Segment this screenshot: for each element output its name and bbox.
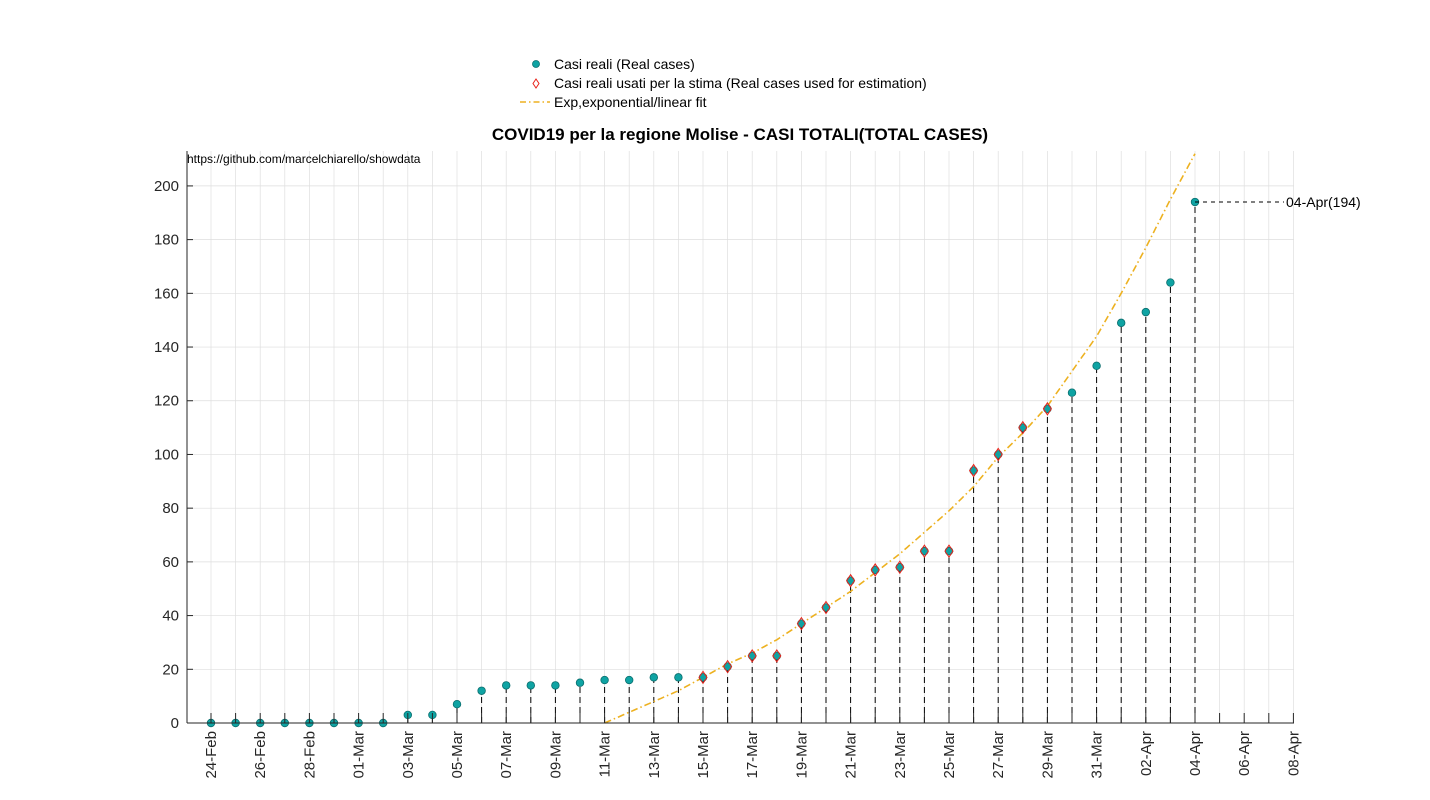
x-tick-label: 24-Feb	[203, 731, 220, 779]
x-tick-label: 21-Mar	[843, 731, 860, 779]
x-tick-label: 06-Apr	[1236, 731, 1253, 776]
y-tick-label: 180	[154, 232, 179, 249]
data-point	[1116, 318, 1126, 328]
annotation-label: 04-Apr(194)	[1286, 194, 1361, 210]
y-tick-label: 60	[162, 554, 179, 571]
legend-marker-circle	[532, 60, 540, 68]
estimation-point	[747, 648, 757, 663]
data-point	[674, 673, 683, 682]
data-point	[551, 681, 560, 690]
y-tick-label: 120	[154, 393, 179, 410]
y-tick-label: 80	[162, 500, 179, 517]
x-tick-label: 13-Mar	[646, 731, 663, 779]
x-tick-label: 28-Feb	[301, 731, 318, 779]
x-tick-label: 26-Feb	[252, 731, 269, 779]
axes: 0 20 40 60 80 100 120 140 160 180 200 24-Feb 26-Feb 2…	[154, 151, 1302, 779]
x-tick-label: 03-Mar	[400, 731, 417, 779]
data-point	[649, 673, 658, 682]
x-tick-label: 11-Mar	[597, 731, 614, 777]
estimation-points	[698, 401, 1053, 685]
x-tick-label: 17-Mar	[744, 731, 761, 779]
x-tick-label: 01-Mar	[351, 731, 368, 779]
estimation-point	[796, 616, 807, 631]
gridlines	[187, 151, 1294, 724]
x-tick-label: 19-Mar	[793, 731, 810, 779]
estimation-point	[722, 659, 733, 674]
data-point	[600, 675, 609, 685]
x-tick-label: 02-Apr	[1138, 731, 1155, 776]
data-point	[477, 686, 486, 695]
estimation-point	[968, 463, 979, 478]
x-tick-label: 15-Mar	[695, 731, 712, 779]
y-tick-label: 100	[154, 446, 179, 463]
data-point	[1092, 361, 1101, 371]
x-tick-label: 27-Mar	[990, 731, 1007, 779]
estimation-point	[993, 447, 1003, 462]
legend: Casi reali (Real cases) Casi reali usati…	[520, 56, 927, 110]
legend-label-fit: Exp,exponential/linear fit	[554, 94, 707, 110]
data-point	[625, 675, 634, 685]
legend-label-real: Casi reali (Real cases)	[554, 56, 695, 72]
estimation-point	[772, 648, 782, 663]
data-point	[575, 678, 585, 687]
y-tick-label: 20	[162, 661, 179, 678]
estimation-point	[698, 670, 708, 685]
x-tick-label: 08-Apr	[1285, 731, 1302, 776]
data-points	[206, 197, 1200, 728]
estimation-point	[1042, 401, 1053, 416]
estimation-point	[1018, 420, 1028, 435]
legend-label-estimation: Casi reali usati per la stima (Real case…	[554, 75, 927, 91]
y-tick-label: 0	[171, 715, 179, 732]
estimation-point	[895, 560, 905, 575]
estimation-point	[944, 544, 954, 559]
x-tick-label: 04-Apr	[1187, 731, 1204, 776]
data-point	[1166, 278, 1175, 287]
data-point	[452, 700, 462, 709]
stems	[407, 202, 1196, 723]
x-tick-label: 07-Mar	[498, 731, 515, 779]
data-point	[502, 681, 511, 690]
y-tick-label: 40	[162, 608, 179, 625]
x-tick-label: 31-Mar	[1089, 731, 1106, 779]
chart-title: COVID19 per la regione Molise - CASI TOT…	[492, 125, 988, 144]
data-point	[1067, 388, 1077, 397]
x-tick-label: 05-Mar	[449, 731, 466, 779]
x-tick-label: 09-Mar	[547, 731, 564, 779]
estimation-point	[845, 573, 856, 588]
estimation-point	[870, 563, 880, 577]
estimation-point	[919, 544, 930, 559]
y-tick-label: 140	[154, 339, 179, 356]
source-url: https://github.com/marcelchiarello/showd…	[187, 152, 421, 166]
x-tick-label: 23-Mar	[892, 731, 909, 779]
data-point	[526, 681, 535, 690]
legend-marker-diamond	[532, 78, 540, 89]
y-tick-label: 160	[154, 285, 179, 302]
x-tick-label: 29-Mar	[1039, 731, 1056, 779]
estimation-point	[821, 600, 831, 615]
data-point	[1141, 307, 1150, 317]
annotation-layer: 04-Apr(194)	[1195, 194, 1361, 210]
x-tick-label: 25-Mar	[941, 731, 958, 779]
y-tick-label: 200	[154, 178, 179, 195]
